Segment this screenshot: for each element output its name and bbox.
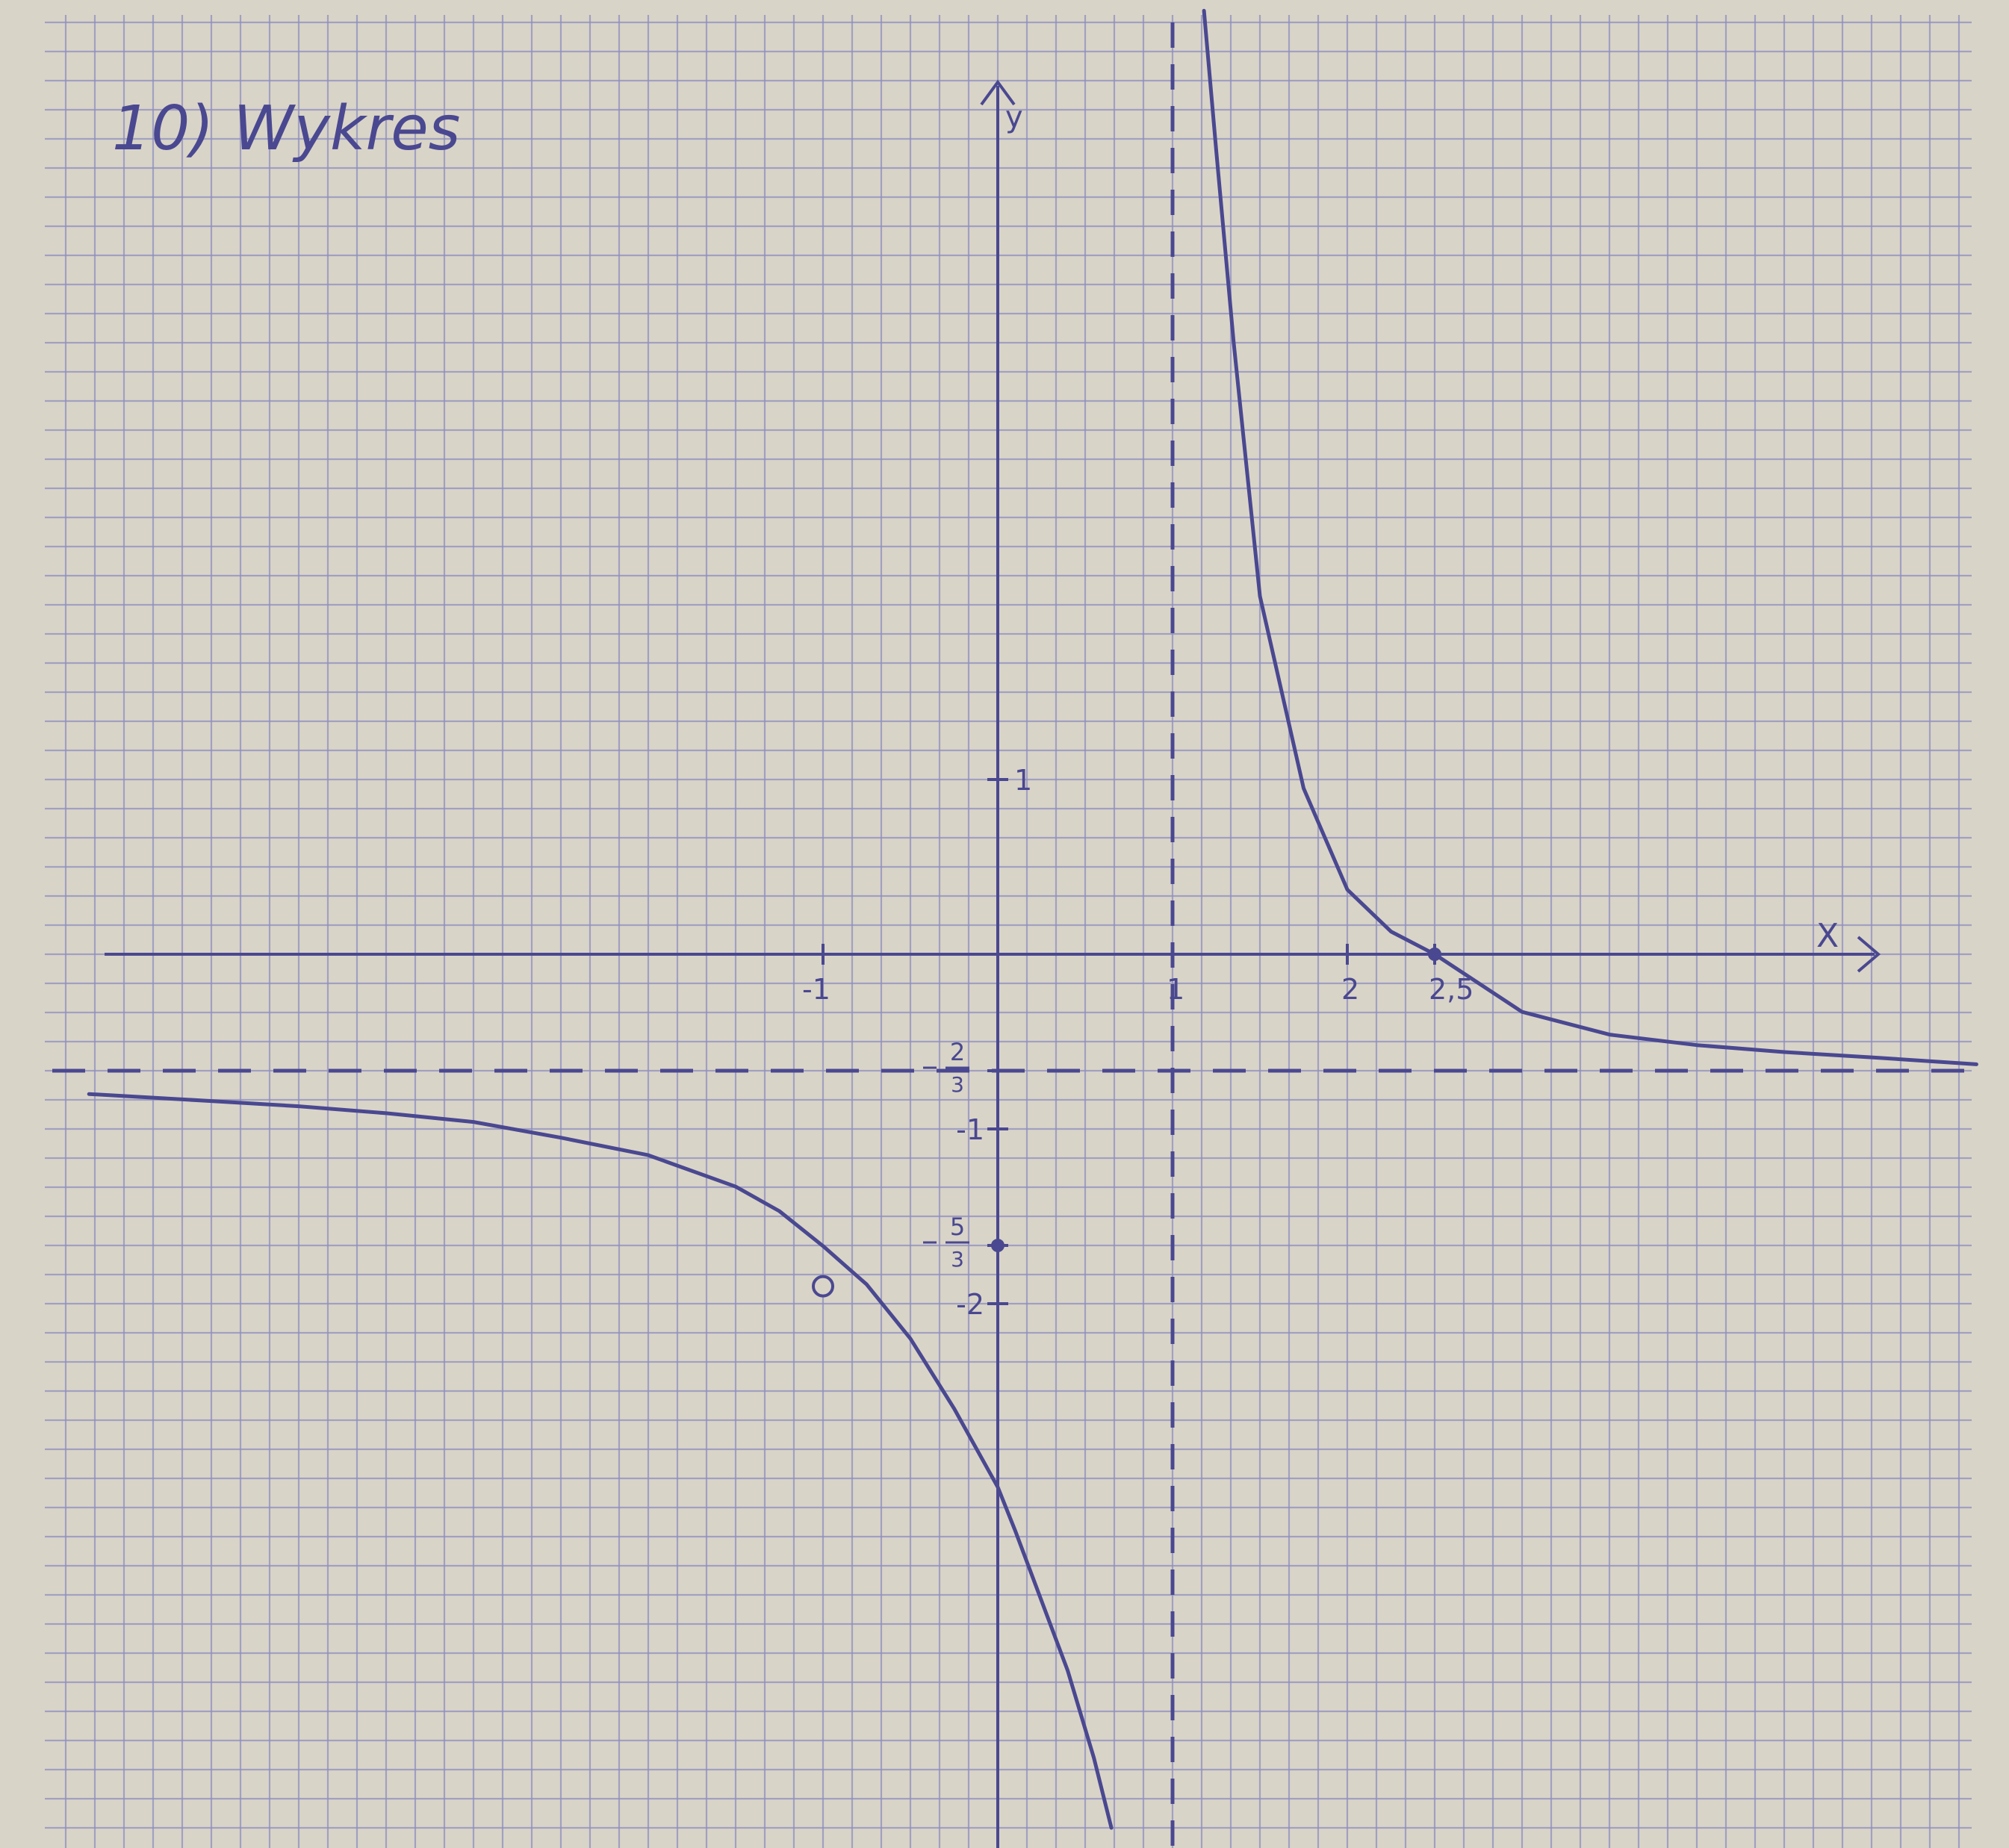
y-tick-label: -1 bbox=[956, 1113, 984, 1146]
x-axis-arrow bbox=[1857, 936, 1881, 973]
tick-labels: -1 1 2 2,5 1 2 3 -1 5 3 -2 bbox=[802, 764, 1474, 1321]
x-tick-label: 2,5 bbox=[1429, 973, 1474, 1006]
x-tick-label: 1 bbox=[1167, 973, 1184, 1006]
curve-branch bbox=[1202, 8, 1978, 1066]
asymptote-lines bbox=[52, 22, 1987, 1848]
x-axis-label: X bbox=[1816, 917, 1839, 955]
y-axis-arrow bbox=[980, 79, 1016, 106]
chart-title: 10) Wykres bbox=[112, 93, 460, 164]
y-axis-label: y bbox=[1005, 100, 1023, 134]
y-tick-label: 1 bbox=[1014, 764, 1032, 797]
y-tick-fraction-numerator: 5 bbox=[950, 1213, 965, 1241]
curve-branch bbox=[87, 1092, 1114, 1830]
open-point bbox=[812, 1275, 834, 1298]
point-marks bbox=[812, 948, 1441, 1298]
function-curves bbox=[87, 8, 1978, 1830]
y-tick-fraction-denominator: 3 bbox=[951, 1247, 964, 1272]
y-tick-label: -2 bbox=[956, 1288, 984, 1321]
x-tick-label: 2 bbox=[1341, 973, 1359, 1006]
axes bbox=[105, 79, 1881, 1848]
y-tick-fraction-numerator: 2 bbox=[950, 1038, 965, 1066]
y-tick-fraction-denominator: 3 bbox=[951, 1072, 964, 1097]
x-tick-label: -1 bbox=[802, 973, 830, 1006]
